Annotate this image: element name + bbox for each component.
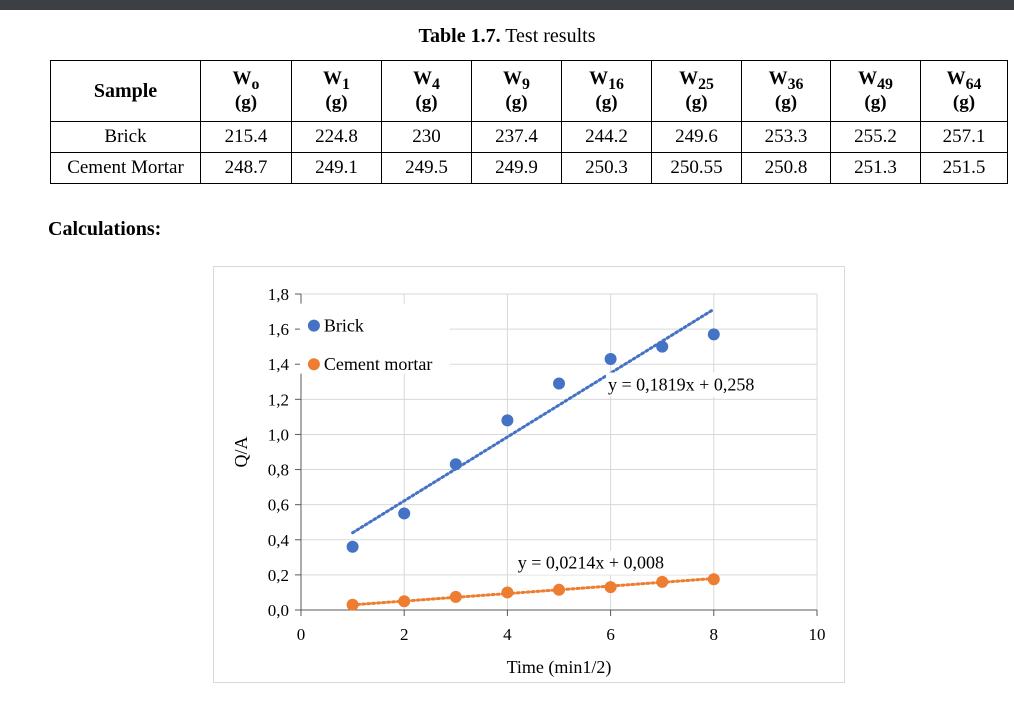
chart-area: 0,0 0,2 0,4 0,6 0,8 1,0 1,2 1,4 1,6 1,8 0 2 4 6 8 10 Tim… bbox=[213, 266, 845, 683]
header-w-64: W64 (g) bbox=[920, 60, 1008, 122]
cell-value: 249.6 bbox=[651, 121, 742, 153]
y-tick-label: 0,0 bbox=[268, 601, 289, 620]
legend-marker bbox=[307, 319, 320, 332]
header-w-36: W36 (g) bbox=[741, 60, 831, 122]
y-tick-label: 1,6 bbox=[268, 320, 289, 339]
cell-value: 250.8 bbox=[741, 152, 831, 184]
test-results-table: Sample Wo (g) W1 (g) W4 (g) W9 (g) W16 (g) W2… bbox=[50, 60, 1008, 184]
y-tick-label: 1,4 bbox=[268, 355, 290, 374]
header-w-16: W16 (g) bbox=[561, 60, 652, 122]
y-tick-label: 1,0 bbox=[268, 425, 289, 444]
header-w-49: W49 (g) bbox=[830, 60, 921, 122]
data-point-cement-mortar bbox=[604, 581, 617, 594]
cell-value: 230 bbox=[381, 121, 472, 153]
caption-number: Table 1.7. bbox=[418, 25, 501, 47]
header-w-1: W1 (g) bbox=[291, 60, 382, 122]
header-w-o: Wo (g) bbox=[200, 60, 292, 122]
x-tick-label: 8 bbox=[710, 625, 719, 644]
cell-value: 255.2 bbox=[830, 121, 921, 153]
y-tick-label: 0,8 bbox=[268, 461, 289, 480]
data-point-brick bbox=[501, 414, 514, 427]
cell-value: 215.4 bbox=[200, 121, 292, 153]
equation-background bbox=[515, 550, 688, 575]
caption-text: Test results bbox=[505, 25, 596, 47]
cell-value: 250.55 bbox=[651, 152, 742, 184]
y-tick-label: 0,2 bbox=[268, 566, 289, 585]
data-point-cement-mortar bbox=[449, 590, 462, 603]
trendline-equation: y = 0,1819x + 0,258 bbox=[608, 375, 754, 395]
y-tick-label: 0,4 bbox=[268, 531, 290, 550]
cell-sample: Cement Mortar bbox=[50, 152, 201, 184]
legend-marker bbox=[307, 358, 320, 371]
cell-value: 244.2 bbox=[561, 121, 652, 153]
x-tick-label: 6 bbox=[606, 625, 615, 644]
table-caption: Table 1.7. Test results bbox=[0, 25, 1014, 48]
data-point-cement-mortar bbox=[501, 586, 514, 599]
data-point-brick bbox=[553, 377, 565, 390]
data-point-brick bbox=[604, 352, 617, 365]
cell-value: 249.9 bbox=[471, 152, 562, 184]
legend-label: Cement mortar bbox=[324, 354, 432, 374]
equation-background bbox=[606, 372, 779, 397]
x-tick-label: 10 bbox=[809, 625, 826, 644]
trendline-equation: y = 0,0214x + 0,008 bbox=[518, 553, 664, 573]
data-point-brick bbox=[707, 328, 720, 341]
x-tick-label: 4 bbox=[503, 625, 512, 644]
data-point-brick bbox=[449, 458, 462, 471]
data-point-cement-mortar bbox=[553, 583, 565, 596]
trendline-brick bbox=[351, 307, 716, 535]
q-a-vs-time-chart: 0,0 0,2 0,4 0,6 0,8 1,0 1,2 1,4 1,6 1,8 0 2 4 6 8 10 Tim… bbox=[231, 285, 826, 678]
cell-value: 250.3 bbox=[561, 152, 652, 184]
cell-value: 251.5 bbox=[920, 152, 1008, 184]
data-point-cement-mortar bbox=[398, 595, 411, 608]
cell-value: 224.8 bbox=[291, 121, 382, 153]
cell-value: 251.3 bbox=[830, 152, 921, 184]
x-axis-title: Time (min1/2) bbox=[507, 657, 612, 678]
data-point-cement-mortar bbox=[656, 575, 669, 588]
x-tick-label: 2 bbox=[400, 625, 409, 644]
data-point-brick bbox=[346, 540, 359, 553]
table-header-row: Sample Wo (g) W1 (g) W4 (g) W9 (g) W16 (g) W2… bbox=[50, 60, 1008, 122]
data-point-brick bbox=[398, 507, 411, 520]
cell-value: 249.5 bbox=[381, 152, 472, 184]
data-point-brick bbox=[656, 340, 669, 353]
cell-value: 237.4 bbox=[471, 121, 562, 153]
trendline-cement-mortar bbox=[351, 577, 716, 607]
header-w-9: W9 (g) bbox=[471, 60, 562, 122]
table-row-cement-mortar: Cement Mortar 248.7 249.1 249.5 249.9 25… bbox=[50, 152, 1008, 184]
data-point-cement-mortar bbox=[346, 598, 359, 611]
header-w-4: W4 (g) bbox=[381, 60, 472, 122]
legend-box bbox=[299, 303, 450, 374]
y-tick-label: 0,6 bbox=[268, 496, 289, 515]
cell-value: 253.3 bbox=[741, 121, 831, 153]
header-w-25: W25 (g) bbox=[651, 60, 742, 122]
x-tick-label: 0 bbox=[297, 625, 306, 644]
table-row-brick: Brick 215.4 224.8 230 237.4 244.2 249.6 … bbox=[50, 121, 1008, 153]
calculations-heading: Calculations: bbox=[48, 218, 162, 240]
legend-label: Brick bbox=[324, 316, 364, 336]
top-bar bbox=[0, 0, 1014, 10]
header-sample: Sample bbox=[50, 60, 201, 122]
cell-value: 257.1 bbox=[920, 121, 1008, 153]
y-tick-label: 1,2 bbox=[268, 390, 289, 409]
cell-value: 249.1 bbox=[291, 152, 382, 184]
cell-sample: Brick bbox=[50, 121, 201, 153]
data-point-cement-mortar bbox=[707, 573, 720, 586]
cell-value: 248.7 bbox=[200, 152, 292, 184]
y-axis-title: Q/A bbox=[231, 437, 251, 468]
y-tick-label: 1,8 bbox=[268, 285, 289, 304]
